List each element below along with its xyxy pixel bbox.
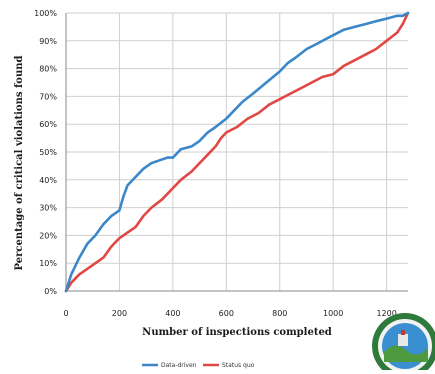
grid-lines xyxy=(65,12,408,292)
y-tick-label: 60% xyxy=(39,120,57,129)
y-tick-label: 20% xyxy=(39,231,57,240)
series-line-data-driven xyxy=(64,11,410,293)
legend: Data-driven Status quo xyxy=(142,362,255,369)
y-tick-label: 80% xyxy=(39,65,57,74)
y-tick-labels: 0% 10% 20% 30% 40% 50% 60% 70% 80% 90% 100% xyxy=(34,9,57,296)
x-axis-title: Number of inspections completed xyxy=(142,327,332,338)
y-tick-label: 10% xyxy=(39,259,57,268)
y-tick-label: 70% xyxy=(39,92,57,101)
legend-label-data-driven: Data-driven xyxy=(161,362,197,369)
x-tick-label: 800 xyxy=(272,309,287,318)
x-tick-label: 1000 xyxy=(323,309,343,318)
x-tick-label: 200 xyxy=(112,309,127,318)
y-axis-title: Percentage of critical violations found xyxy=(14,56,25,271)
legend-label-status-quo: Status quo xyxy=(222,362,255,369)
x-tick-label: 400 xyxy=(165,309,180,318)
series-lines xyxy=(64,11,410,293)
x-tick-label: 0 xyxy=(63,309,68,318)
y-tick-label: 90% xyxy=(39,37,57,46)
y-tick-label: 0% xyxy=(44,287,57,296)
y-tick-label: 30% xyxy=(39,204,57,213)
x-tick-label: 600 xyxy=(219,309,234,318)
x-tick-labels: 0 200 400 600 800 1000 1200 xyxy=(63,309,396,318)
series-line-status-quo xyxy=(64,11,410,293)
x-tick-label: 1200 xyxy=(376,309,396,318)
y-tick-label: 100% xyxy=(34,9,57,18)
city-seal-logo xyxy=(372,313,435,374)
y-tick-label: 50% xyxy=(39,148,57,157)
axes xyxy=(65,13,408,292)
y-tick-label: 40% xyxy=(39,176,57,185)
